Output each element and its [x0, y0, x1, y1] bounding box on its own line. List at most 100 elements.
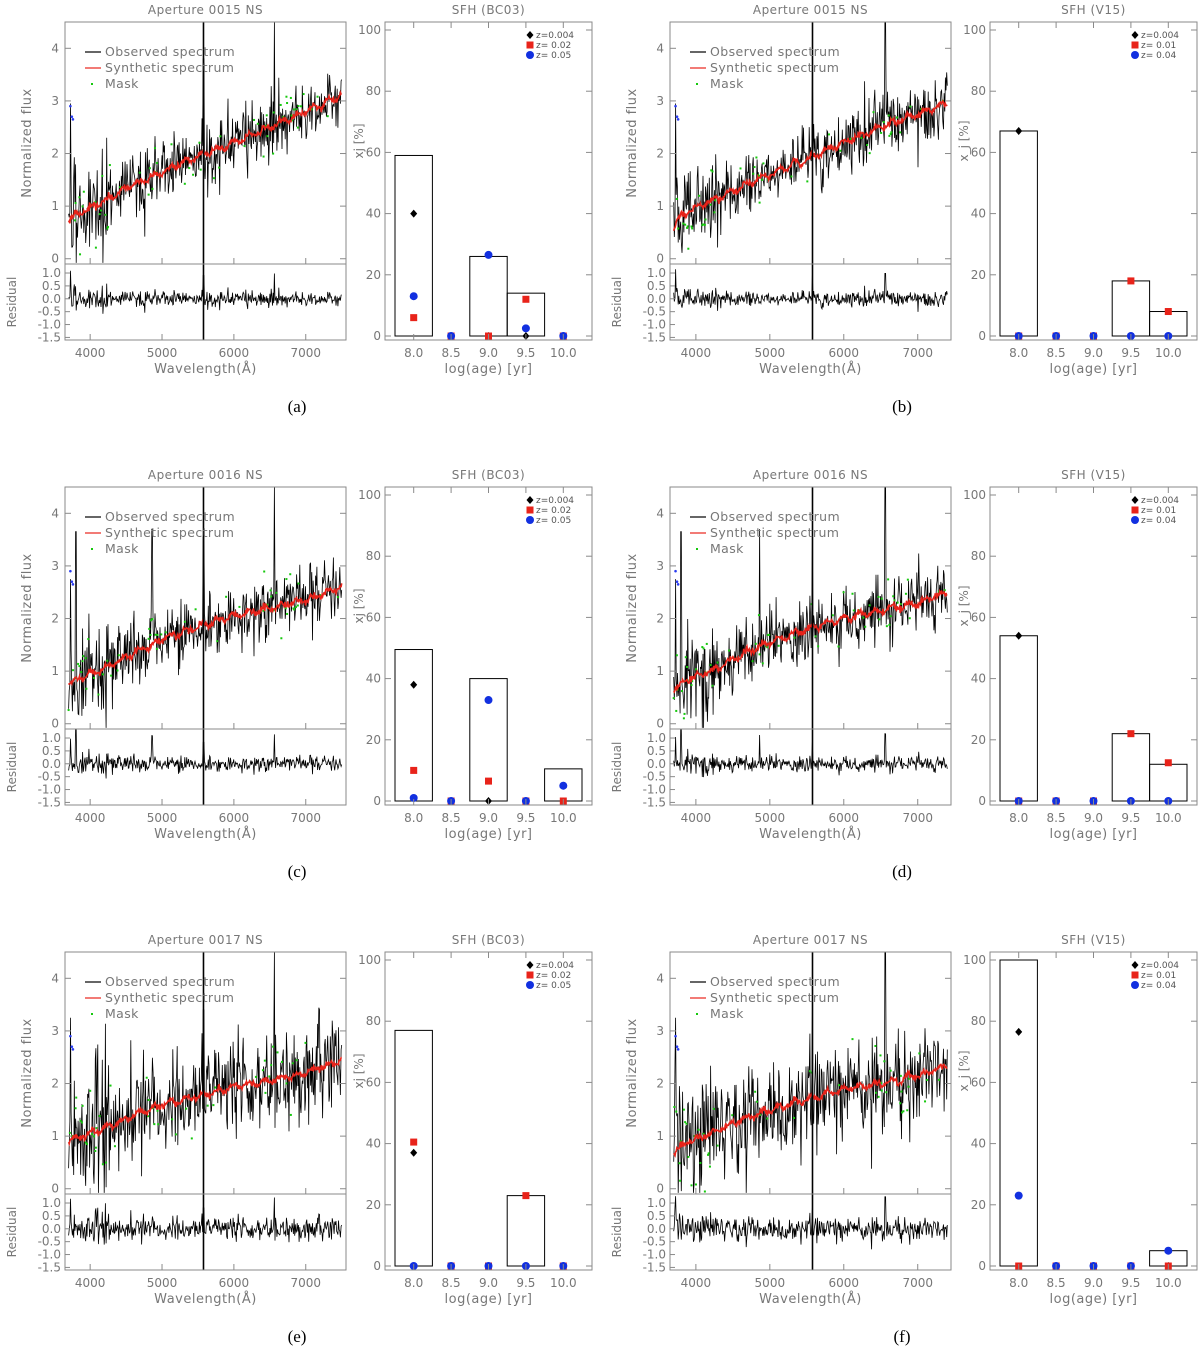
- mask-point: [85, 687, 88, 690]
- mask-point: [253, 118, 256, 121]
- mask-point: [300, 105, 303, 108]
- mask-point: [148, 627, 151, 630]
- flux-tick-label: 3: [51, 559, 59, 573]
- mask-point: [837, 645, 840, 648]
- mask-point: [908, 617, 911, 620]
- wavelength-tick-label: 4000: [681, 1276, 712, 1290]
- mask-point: [868, 152, 871, 155]
- synthetic-spectrum-line: [672, 99, 948, 232]
- mask-point: [78, 196, 81, 199]
- mask-point: [896, 601, 899, 604]
- sfh-y-tick-label: 20: [366, 733, 381, 747]
- residual-tick-label: 0.5: [42, 744, 61, 758]
- wavelength-axis-label: Wavelength(Å): [759, 826, 862, 842]
- sfh-bar: [394, 1029, 433, 1267]
- sfh-point-z-high: [521, 324, 530, 333]
- mask-point: [880, 1081, 883, 1084]
- mask-point: [683, 712, 686, 715]
- residual-tick-label: 0.0: [42, 292, 61, 306]
- mask-point: [138, 171, 141, 174]
- mask-point: [79, 1119, 82, 1122]
- mask-point: [151, 618, 154, 621]
- mask-point: [752, 172, 755, 175]
- sfh-legend-label: z=0.004: [536, 496, 574, 506]
- mask-point: [685, 1122, 688, 1125]
- mask-point: [690, 1184, 693, 1187]
- mask-point: [678, 1162, 681, 1165]
- synthetic-spectrum-line: [673, 588, 948, 694]
- wavelength-tick-label: 4000: [681, 346, 712, 360]
- mask-point: [889, 615, 892, 618]
- mask-point: [92, 676, 95, 679]
- mask-point: [272, 152, 275, 155]
- sfh-point-z-high: [526, 51, 534, 59]
- mask-point: [104, 213, 107, 216]
- mask-point: [677, 227, 680, 230]
- mask-point: [291, 1062, 294, 1065]
- mask-point: [154, 633, 157, 636]
- spectrum-title: Aperture 0017 NS: [753, 933, 868, 947]
- sfh-x-tick-label: 8.0: [404, 1276, 423, 1290]
- age-axis-label: log(age) [yr]: [1050, 362, 1138, 377]
- sfh-x-tick-label: 9.5: [1121, 1276, 1140, 1290]
- sfh-y-tick-label: 20: [366, 268, 381, 282]
- sfh-y-tick-label: 0: [373, 329, 381, 343]
- legend-mask-swatch: [91, 1013, 93, 1015]
- mask-point: [78, 665, 81, 668]
- flux-axis-label: Normalized flux: [20, 553, 35, 662]
- sfh-point-z-mid: [1127, 277, 1135, 285]
- mask-point: [710, 169, 713, 172]
- mask-point: [80, 671, 83, 674]
- age-axis-label: log(age) [yr]: [445, 827, 533, 842]
- flux-tick-label: 0: [51, 717, 59, 731]
- sfh-y-axis-label: x_j [%]: [957, 1050, 971, 1091]
- wavelength-tick-label: 4000: [75, 811, 106, 825]
- sfh-y-tick-label: 20: [971, 1198, 986, 1212]
- flux-tick-label: 4: [51, 506, 59, 520]
- flux-tick-label: 1: [51, 199, 59, 213]
- sfh-title: SFH (V15): [1061, 933, 1126, 947]
- mask-point: [792, 1116, 795, 1119]
- mask-point: [75, 1096, 78, 1099]
- residual-axis-label: Residual: [610, 1207, 624, 1258]
- mask-point: [755, 156, 758, 159]
- residual-line: [68, 1197, 343, 1245]
- flagged-points: [69, 104, 75, 121]
- mask-point: [99, 209, 102, 212]
- mask-point: [901, 1111, 904, 1114]
- mask-point: [94, 1150, 97, 1153]
- mask-point: [694, 1183, 697, 1186]
- mask-point: [285, 1082, 288, 1085]
- flagged-points: [674, 1034, 680, 1051]
- mask-point: [94, 246, 97, 249]
- mask-point: [918, 1052, 921, 1055]
- mask-point: [266, 135, 269, 138]
- sfh-x-tick-label: 9.5: [516, 346, 535, 360]
- sfh-bars: [394, 1029, 546, 1267]
- residual-curve: [673, 269, 948, 312]
- spectrum-plot-c: Aperture 0016 NS 0 1 2 3 4 1.00.50.0-0.5-1.0-1…: [5, 468, 347, 842]
- residual-tick-label: 1.0: [42, 1196, 61, 1210]
- synthetic-spectrum-line: [673, 1063, 948, 1158]
- sfh-point-z-mid: [526, 41, 534, 49]
- sfh-x-tick-label: 8.5: [442, 346, 461, 360]
- mask-point: [679, 1179, 682, 1182]
- mask-point: [295, 1059, 298, 1062]
- sfh-legend-label: z=0.004: [536, 961, 574, 971]
- wavelength-tick-label: 5000: [755, 1276, 786, 1290]
- mask-point: [686, 225, 689, 228]
- residual-tick-label: 0.0: [647, 757, 666, 771]
- mask-point: [709, 664, 712, 667]
- mask-point: [84, 657, 87, 660]
- spectrum-curves: [672, 22, 948, 253]
- sfh-x-tick-label: 8.5: [1047, 811, 1066, 825]
- mask-point: [101, 1163, 104, 1166]
- sfh-legend-label: z= 0.05: [536, 981, 571, 991]
- mask-point: [874, 1044, 877, 1047]
- sfh-legend-label: z= 0.02: [536, 506, 571, 516]
- mask-point: [686, 666, 689, 669]
